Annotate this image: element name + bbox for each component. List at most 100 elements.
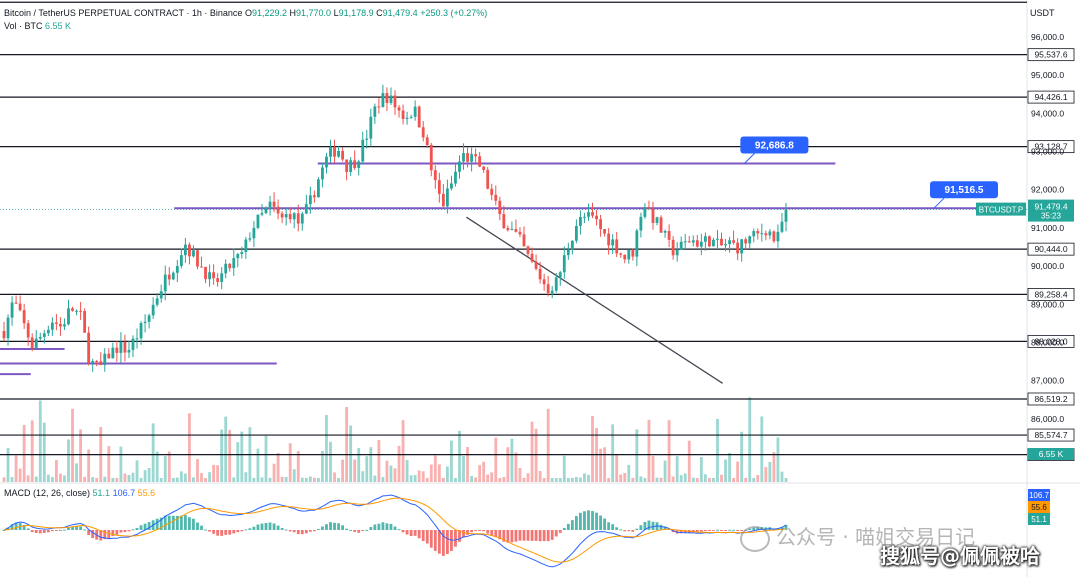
candle-body xyxy=(462,153,465,162)
candle-body xyxy=(204,266,207,280)
macd-histogram-bar xyxy=(550,530,554,540)
volume-bar xyxy=(292,469,296,482)
volume-label: Vol · BTC xyxy=(4,21,43,31)
volume-bar xyxy=(333,472,336,482)
candle-body xyxy=(470,154,473,162)
volume-bar xyxy=(216,465,220,482)
macd-histogram-bar xyxy=(224,530,228,535)
candle-body xyxy=(87,332,91,364)
volume-bar xyxy=(583,473,586,482)
volume-bar xyxy=(574,476,578,482)
volume-bar xyxy=(252,477,256,482)
volume-bar xyxy=(6,447,10,482)
macd-histogram-bar xyxy=(437,530,441,554)
macd-histogram-bar xyxy=(699,530,703,532)
price-callout-pointer xyxy=(744,153,755,164)
volume-bar xyxy=(401,420,405,482)
volume-bar xyxy=(260,477,264,482)
candle-body xyxy=(764,233,768,236)
volume-bar xyxy=(514,452,518,482)
macd-histogram-bar xyxy=(321,526,324,530)
candle-body xyxy=(429,144,433,171)
volume-bar xyxy=(312,477,316,482)
candle-body xyxy=(216,278,220,282)
candle-body xyxy=(635,230,639,257)
price-callout-label: 92,686.8 xyxy=(755,141,794,152)
macd-histogram-bar xyxy=(429,530,433,548)
macd-histogram-bar xyxy=(159,517,163,530)
candle-body xyxy=(147,315,151,322)
macd-histogram-bar xyxy=(522,530,526,541)
wechat-icon xyxy=(740,525,770,552)
macd-histogram-bar xyxy=(163,515,167,530)
candle-body xyxy=(341,150,345,160)
candle-body xyxy=(59,323,62,327)
volume-bar xyxy=(46,474,50,482)
candle-body xyxy=(518,231,522,235)
candle-body xyxy=(619,253,623,255)
volume-bar xyxy=(603,447,607,482)
volume-bar xyxy=(506,447,510,482)
y-tick-label: 91,000.0 xyxy=(1031,223,1064,233)
candle-body xyxy=(591,212,594,216)
macd-histogram-bar xyxy=(200,525,203,530)
macd-histogram-bar xyxy=(518,530,522,541)
macd-histogram-bar xyxy=(482,530,486,532)
volume-bar xyxy=(54,460,58,482)
macd-histogram-bar xyxy=(325,524,328,530)
candle-body xyxy=(63,324,66,327)
candle-body xyxy=(522,234,526,247)
macd-histogram-bar xyxy=(248,528,252,530)
candle-body xyxy=(405,117,409,119)
macd-histogram-bar xyxy=(570,520,574,530)
volume-bar xyxy=(240,431,244,482)
volume-bar xyxy=(538,471,542,482)
macd-histogram-bar xyxy=(228,530,232,535)
macd-histogram-bar xyxy=(244,529,248,531)
level-label: 90,444.0 xyxy=(1034,244,1067,254)
y-tick-label: 89,000.0 xyxy=(1031,299,1064,309)
candle-body xyxy=(413,106,417,117)
macd-histogram-bar xyxy=(663,526,667,530)
volume-bar xyxy=(111,477,115,482)
candle-body xyxy=(534,261,538,269)
y-tick-label: 93,000.0 xyxy=(1031,147,1064,157)
candle-body xyxy=(159,291,163,299)
candle-body xyxy=(188,244,191,257)
candle-body xyxy=(498,200,502,215)
macd-histogram-bar xyxy=(401,530,405,533)
volume-bar xyxy=(744,477,748,482)
volume-bar xyxy=(325,415,328,482)
candle-body xyxy=(292,213,296,220)
volume-bar xyxy=(377,439,381,482)
macd-histogram-bar xyxy=(546,530,550,542)
macd-histogram-bar xyxy=(530,530,534,541)
macd-histogram-bar xyxy=(445,530,449,554)
macd-histogram-bar xyxy=(30,530,34,532)
candle-body xyxy=(627,249,631,260)
volume-bar xyxy=(695,477,699,482)
volume-bar xyxy=(204,477,207,482)
candle-body xyxy=(192,250,195,257)
volume-bar xyxy=(63,475,66,482)
candle-body xyxy=(115,347,119,353)
volume-bar xyxy=(232,477,236,482)
candle-body xyxy=(663,230,667,233)
candle-body xyxy=(389,95,393,103)
candle-body xyxy=(111,347,115,359)
volume-bar xyxy=(220,429,224,482)
candle-body xyxy=(550,290,554,294)
candle-body xyxy=(474,154,478,157)
macd-histogram-bar xyxy=(377,523,381,530)
volume-bar xyxy=(615,454,619,482)
candle-body xyxy=(248,238,252,240)
candle-body xyxy=(50,322,54,330)
macd-histogram-bar xyxy=(486,530,490,534)
candle-body xyxy=(349,160,353,172)
high-value: 91,770.0 xyxy=(296,8,332,18)
volume-bar xyxy=(288,443,292,482)
volume-bar xyxy=(175,477,179,482)
macd-histogram-bar xyxy=(288,530,292,532)
candle-body xyxy=(10,302,14,318)
